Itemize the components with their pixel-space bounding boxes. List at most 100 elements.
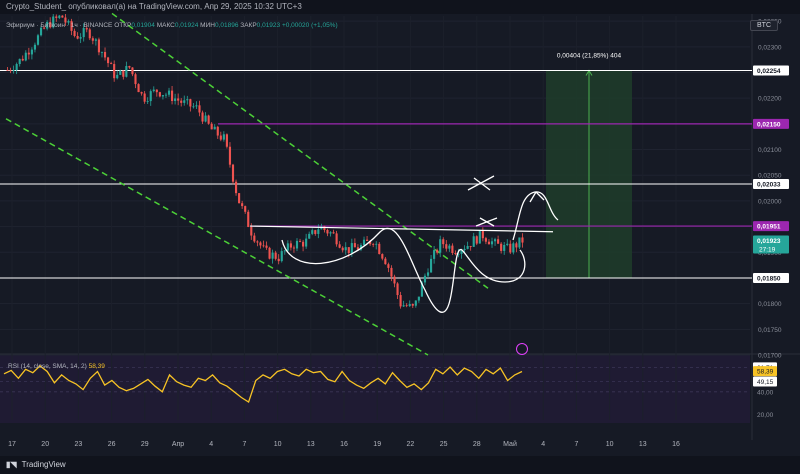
candle: [375, 241, 378, 250]
candle-body: [472, 236, 475, 247]
publish-header: Crypto_Student_ опубликовал(а) на Tradin…: [0, 0, 800, 14]
candle-body: [396, 283, 399, 296]
candle: [292, 245, 296, 253]
candle-body: [6, 69, 9, 71]
candle-body: [500, 243, 503, 251]
x-tick-label: 16: [672, 441, 680, 448]
x-tick-label: 22: [407, 441, 415, 448]
candle: [88, 27, 91, 41]
price-label: 0,02033: [757, 181, 781, 188]
rsi-label-box: [753, 366, 777, 377]
candle-body: [295, 240, 299, 249]
candle-body: [378, 243, 381, 255]
x-tick-label: 29: [141, 441, 149, 448]
candle: [512, 241, 515, 255]
candle: [91, 36, 94, 45]
candle-body: [43, 27, 46, 29]
candle: [509, 240, 512, 254]
candle-body: [140, 92, 143, 94]
candle: [414, 300, 417, 308]
ohlc-open: 0,01904: [131, 22, 155, 29]
candle: [27, 47, 30, 60]
candle-body: [97, 39, 101, 53]
candle: [244, 205, 247, 214]
x-tick-label: 13: [639, 441, 647, 448]
candle: [405, 303, 408, 308]
candle-body: [414, 300, 417, 306]
candle: [271, 249, 274, 264]
candle-body: [353, 243, 356, 248]
candle-body: [247, 211, 250, 227]
price-label-box: [753, 118, 789, 129]
candle-body: [158, 92, 161, 97]
candle-body: [244, 206, 247, 212]
candle-body: [305, 238, 308, 247]
candle-body: [366, 239, 369, 241]
candle-body: [463, 248, 466, 250]
candle-body: [195, 105, 198, 107]
candle: [274, 250, 277, 261]
price-label-box: [753, 272, 789, 283]
candle-body: [490, 241, 494, 245]
candle: [329, 231, 332, 237]
candle-body: [122, 70, 125, 77]
candle-body: [521, 237, 524, 243]
candle: [12, 65, 15, 74]
candle-body: [64, 17, 67, 23]
candle: [384, 256, 387, 265]
ohlc-low-label: МИН: [200, 22, 215, 29]
x-tick-label: 23: [75, 441, 83, 448]
symbol-badge[interactable]: BTC: [750, 20, 778, 31]
candle: [55, 14, 58, 22]
candle-body: [262, 245, 265, 247]
candle: [311, 228, 314, 236]
candle-body: [30, 49, 33, 55]
candle-body: [375, 243, 378, 245]
candle: [484, 236, 487, 245]
candle: [433, 246, 436, 264]
candle: [265, 241, 268, 250]
candle-body: [134, 74, 137, 85]
candle: [189, 98, 192, 112]
ohlc-close: 0,01923: [256, 22, 281, 29]
candle: [298, 238, 302, 243]
candle-body: [493, 239, 497, 242]
candle: [408, 300, 411, 308]
x-mark-lower: [475, 217, 498, 227]
candle: [515, 241, 518, 253]
candle: [183, 95, 186, 106]
candle: [426, 268, 430, 278]
candle: [70, 18, 73, 36]
candle-body: [286, 243, 289, 251]
candle-body: [308, 233, 311, 239]
x-mark-upper: [467, 175, 495, 191]
candle: [399, 291, 402, 309]
neckline: [249, 225, 554, 233]
candle: [326, 228, 329, 237]
candle-body: [27, 52, 30, 55]
ohlc-high: 0,01924: [174, 22, 199, 29]
brand-name[interactable]: TradingView: [21, 460, 66, 469]
arrow-head: [529, 191, 545, 203]
candle: [195, 101, 198, 109]
candle: [503, 241, 506, 255]
candle: [390, 265, 393, 282]
candle-body: [119, 70, 122, 75]
candle: [362, 236, 366, 246]
candle: [210, 122, 213, 130]
candle-body: [369, 240, 372, 245]
candle-body: [174, 98, 177, 101]
candle: [344, 242, 347, 255]
candle-body: [317, 229, 320, 234]
candle: [186, 95, 189, 105]
candle: [103, 47, 107, 61]
x-tick-label: 4: [209, 441, 213, 448]
y-tick-label: 0,01800: [758, 301, 782, 308]
candle: [76, 32, 79, 40]
candle: [286, 240, 289, 253]
x-tick-label: 13: [307, 441, 315, 448]
candle-body: [402, 305, 405, 307]
candle: [43, 25, 46, 30]
